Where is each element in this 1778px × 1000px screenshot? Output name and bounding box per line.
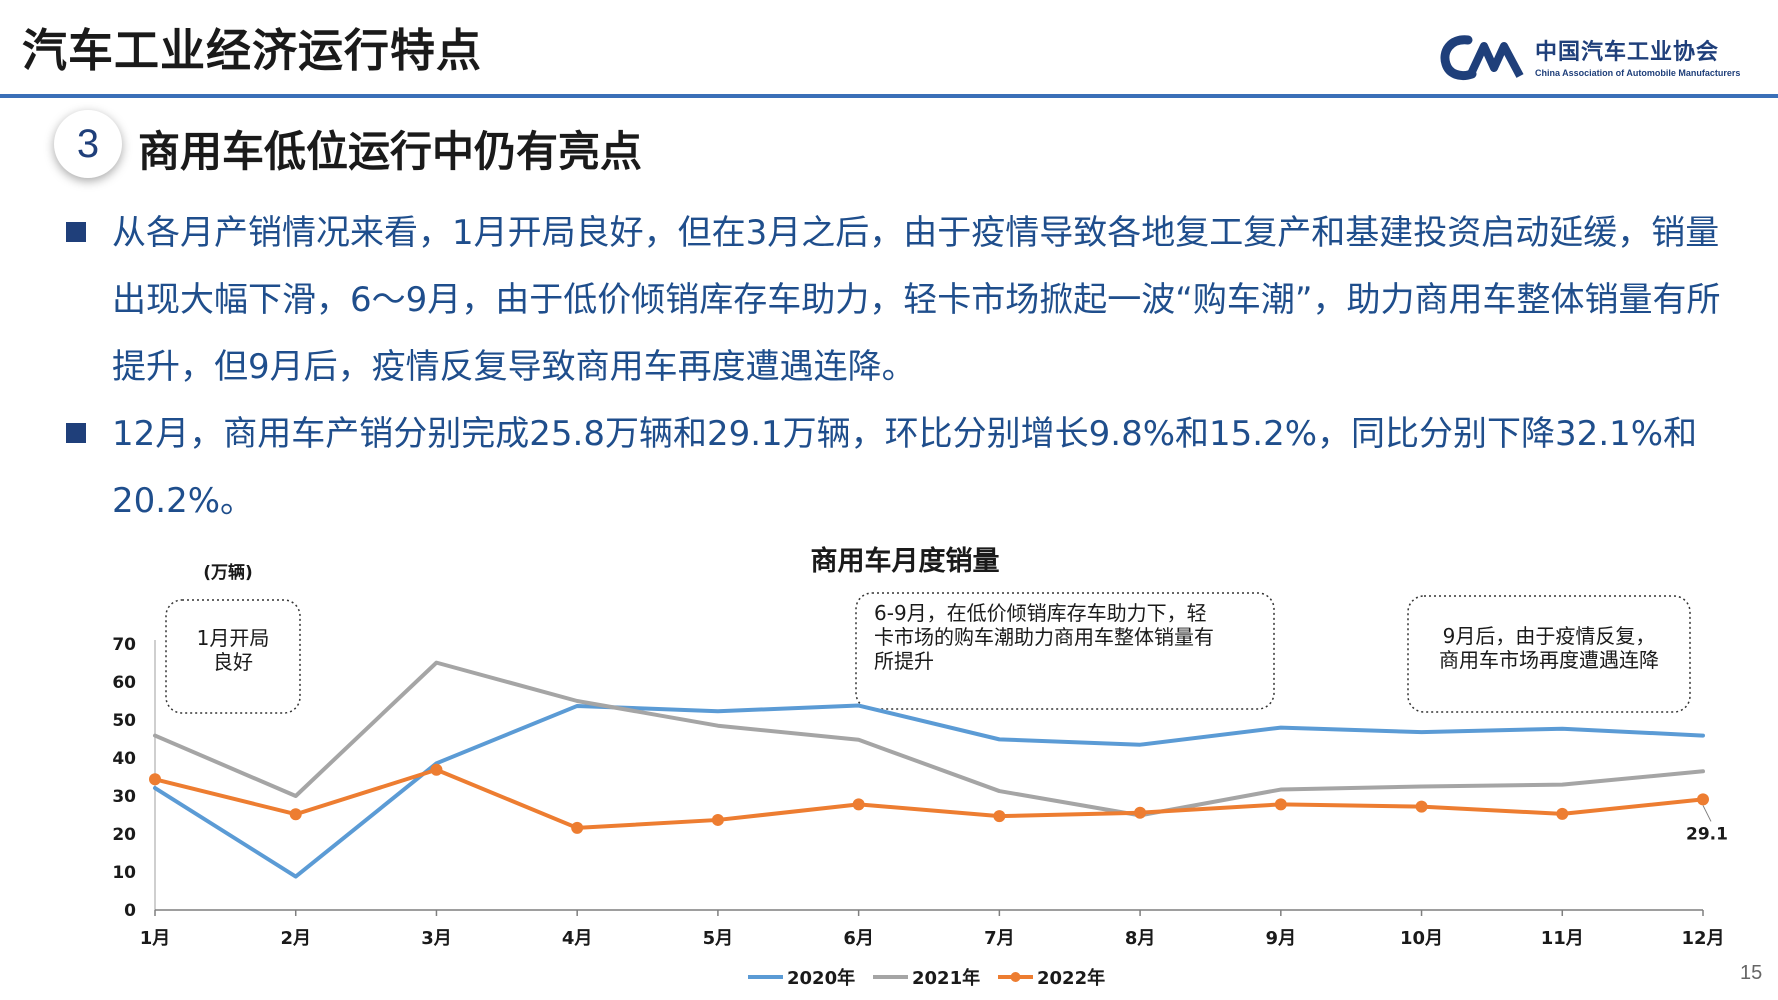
annotation-box	[855, 592, 1275, 710]
y-tick-label: 60	[112, 673, 136, 693]
data-point	[711, 813, 724, 826]
data-point	[149, 773, 161, 786]
x-tick-label: 3月	[421, 928, 452, 949]
annotation-text: 6-9月，在低价倾销库存车助力下，轻	[874, 601, 1207, 625]
annotation-text: 卡市场的购车潮助力商用车整体销量有	[874, 625, 1214, 649]
logo-text-en: China Association of Automobile Manufact…	[1535, 68, 1741, 78]
x-tick-label: 2月	[280, 928, 311, 949]
bullet-square-icon	[66, 222, 86, 242]
page-number: 15	[1740, 962, 1763, 984]
annotation-text: 良好	[213, 650, 253, 674]
bullet-text: 12月，商用车产销分别完成25.8万辆和29.1万辆，环比分别增长9.8%和15…	[112, 414, 1698, 521]
y-tick-label: 70	[112, 635, 136, 655]
x-tick-label: 9月	[1266, 928, 1297, 949]
bullet-list: 从各月产销情况来看，1月开局良好，但在3月之后，由于疫情导致各地复工复产和基建投…	[60, 200, 1730, 535]
data-point	[571, 821, 584, 834]
y-tick-label: 30	[112, 787, 136, 807]
annotation-text: 所提升	[874, 649, 934, 673]
x-tick-label: 8月	[1125, 928, 1156, 949]
x-tick-label: 1月	[140, 928, 171, 949]
x-tick-label: 5月	[703, 928, 734, 949]
data-point	[852, 798, 865, 811]
x-tick-label: 7月	[984, 928, 1015, 949]
y-tick-label: 0	[124, 901, 136, 921]
data-point	[1697, 793, 1709, 806]
data-point	[1415, 800, 1428, 813]
y-tick-label: 10	[112, 863, 136, 883]
data-label: 29.1	[1686, 824, 1728, 844]
bullet-text: 从各月产销情况来看，1月开局良好，但在3月之后，由于疫情导致各地复工复产和基建投…	[112, 213, 1721, 387]
legend-label: 2022年	[1037, 967, 1105, 989]
annotation-text: 商用车市场再度遭遇连降	[1439, 648, 1659, 672]
x-tick-label: 11月	[1541, 928, 1584, 949]
bullet-item: 从各月产销情况来看，1月开局良好，但在3月之后，由于疫情导致各地复工复产和基建投…	[60, 200, 1730, 401]
bullet-square-icon	[66, 423, 86, 443]
series-line-2020年	[153, 703, 1705, 879]
y-unit-label: (万辆)	[203, 562, 253, 583]
data-point	[1274, 798, 1287, 811]
bullet-item: 12月，商用车产销分别完成25.8万辆和29.1万辆，环比分别增长9.8%和15…	[60, 401, 1730, 535]
sales-line-chart: 商用车月度销量 (万辆) 0 10 20 30 40 50 60 70 1月 2月 3月 4月 5月 6月 7月…	[112, 545, 1728, 989]
data-point	[993, 810, 1006, 823]
x-tick-label: 6月	[843, 928, 874, 949]
annotation-text: 1月开局	[197, 626, 270, 650]
legend-marker	[1010, 972, 1021, 982]
annotation-box	[165, 599, 301, 714]
y-tick-label: 20	[112, 825, 136, 845]
series-line-2021年	[153, 660, 1705, 818]
annotation-text: 9月后，由于疫情反复，	[1443, 624, 1656, 648]
x-tick-label: 4月	[562, 928, 593, 949]
caam-logo-icon	[1440, 35, 1524, 81]
data-label-leader	[1702, 805, 1712, 822]
annotation-box	[1407, 595, 1691, 713]
x-tick-label: 10月	[1400, 928, 1443, 949]
series-line-2022年	[153, 767, 1705, 830]
section-title: 商用车低位运行中仍有亮点	[138, 127, 643, 176]
logo: 中国汽车工业协会 China Association of Automobile…	[1440, 28, 1740, 88]
y-tick-label: 40	[112, 749, 136, 769]
header-divider	[0, 94, 1778, 98]
logo-text-cn: 中国汽车工业协会	[1535, 40, 1720, 65]
page-title: 汽车工业经济运行特点	[22, 24, 483, 77]
y-tick-label: 50	[112, 711, 136, 731]
data-point	[289, 808, 302, 821]
data-point	[1556, 807, 1569, 820]
chart-title: 商用车月度销量	[811, 545, 1000, 577]
data-point	[430, 763, 443, 776]
data-point	[1134, 806, 1147, 819]
legend-label: 2020年	[787, 967, 855, 989]
x-tick-label: 12月	[1681, 928, 1724, 949]
section-number-badge: 3	[54, 110, 122, 178]
legend-label: 2021年	[912, 967, 980, 989]
